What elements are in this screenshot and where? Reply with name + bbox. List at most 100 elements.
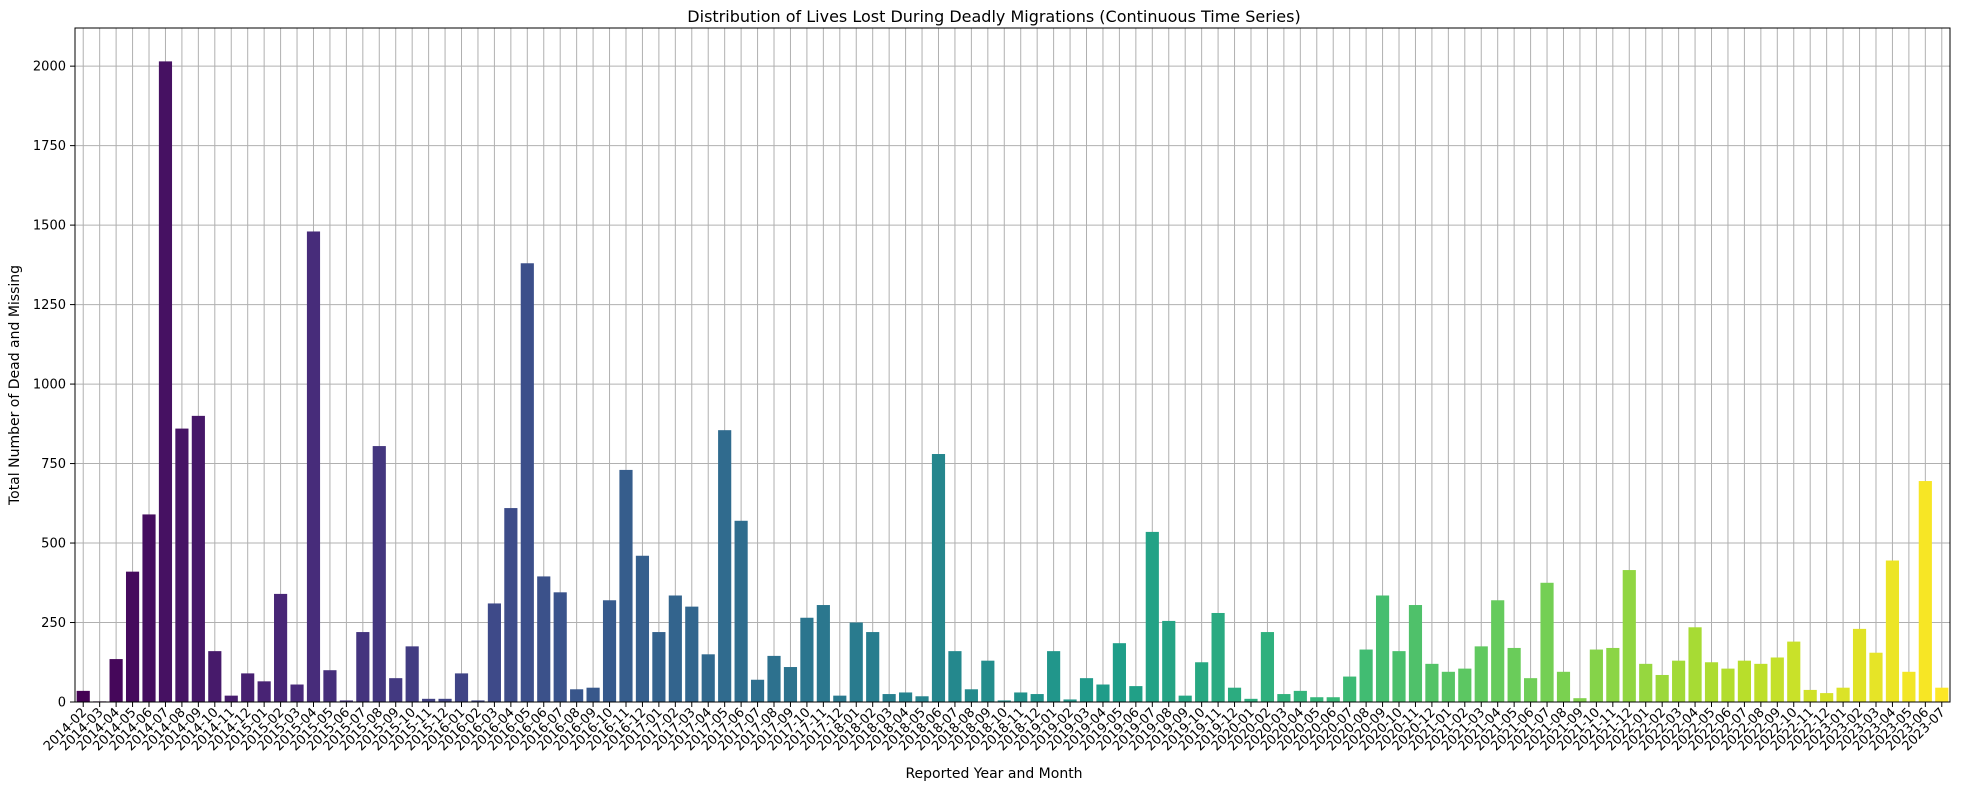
bar [1688,627,1702,702]
bar [1902,671,1916,702]
bar [586,687,600,702]
bar [1359,649,1373,702]
y-tick-label: 1500 [33,219,66,234]
bar [750,679,765,702]
bar [306,231,321,703]
bar [570,689,584,702]
y-axis-title: Total Number of Dead and Missing [7,265,23,506]
bar [1408,605,1423,702]
bar [1836,687,1850,702]
bar [866,632,880,702]
x-axis-title: Reported Year and Month [905,766,1082,782]
bar [816,605,830,702]
bar [1392,651,1406,702]
chart-title: Distribution of Lives Lost During Deadly… [687,7,1300,26]
bar [76,690,90,702]
bar [1918,481,1932,702]
bar [718,430,732,702]
bar [1770,657,1784,702]
y-tick-label: 1250 [33,298,66,313]
bar [1820,693,1834,702]
bar [1014,692,1028,702]
bar [1112,643,1126,702]
bar [964,689,978,702]
bar [1803,689,1817,702]
bar [602,600,617,702]
bar [520,263,534,702]
y-tick-label: 2000 [33,60,66,75]
bar [931,454,946,702]
bar [997,700,1011,702]
bar [783,667,798,702]
bar [1195,662,1209,702]
bar [1540,582,1554,702]
bar [1211,612,1225,702]
y-tick-label: 500 [41,537,66,552]
bar [652,632,666,702]
bar [471,700,485,702]
bar [454,673,469,702]
bar [1507,647,1521,702]
plot-frame [74,27,1951,703]
bar [1524,678,1538,702]
bars [76,61,1949,703]
bar [274,593,288,702]
y-tick-label: 750 [41,457,66,472]
bar [356,632,370,702]
bar [1047,651,1061,702]
y-tick-label: 1750 [33,139,66,154]
bar [323,670,337,702]
bar [1343,676,1357,702]
bar [241,673,255,702]
bar [1573,698,1587,702]
bar [1556,671,1571,702]
bar [915,696,929,702]
bar [1293,690,1307,702]
bar [1622,570,1636,702]
y-tick-label: 1000 [33,378,66,393]
bar [701,654,715,702]
bar [1079,678,1094,702]
bar [685,606,699,702]
bar [1244,698,1258,702]
bar [504,508,518,702]
bar [899,692,913,702]
bar [175,428,189,702]
bar [487,603,501,702]
bar [1162,620,1176,702]
bar [1491,600,1505,702]
bar [1310,697,1324,702]
bar [948,651,962,702]
bar [1474,646,1488,702]
bar [1129,686,1143,702]
y-tick-label: 0 [58,696,66,711]
bar [290,684,304,702]
bar [109,659,123,702]
bar [389,678,403,702]
bar [1639,663,1653,702]
bar [1606,647,1620,702]
bar [1096,684,1110,702]
bar [1063,699,1077,702]
bar [422,698,436,702]
bar [668,595,682,702]
bar [553,592,567,702]
bar [257,681,271,702]
bar [1737,660,1751,702]
bar [142,514,156,702]
bar [1787,641,1801,702]
bar [1375,595,1390,702]
bar [1754,663,1768,702]
y-axis-ticks: 0 250 500 750 1000 1250 1500 1750 2000 [33,60,75,711]
bar [1655,674,1669,702]
bar [438,698,452,702]
bar [191,415,205,702]
bar [1721,668,1735,702]
bar [882,694,896,702]
bar [734,520,748,702]
bar [833,695,847,702]
bar [125,571,140,702]
x-axis-ticks: 2014-022014-032014-042014-052014-062014-… [41,702,1949,754]
bar [1277,694,1291,702]
